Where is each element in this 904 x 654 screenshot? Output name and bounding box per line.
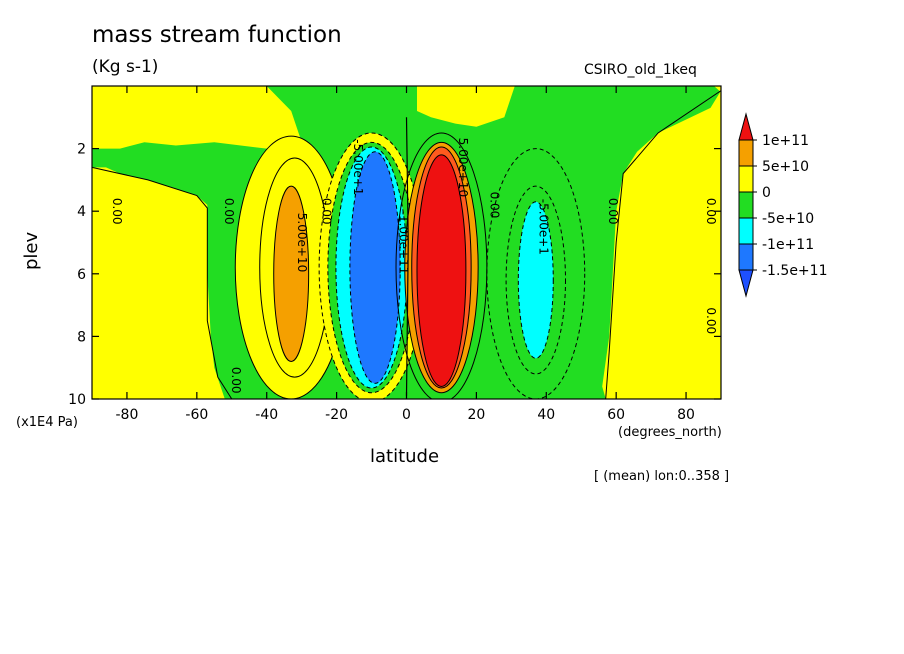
colorbar-segment <box>738 217 754 245</box>
x-axis-label: latitude <box>370 446 440 467</box>
x-tick-label: -60 <box>185 407 208 423</box>
band-yellow-upper-center <box>417 86 515 127</box>
band-yellow-upper-south <box>92 86 302 149</box>
contour-label: -5.00e+1 <box>536 199 550 255</box>
contour-label: 0.00 <box>229 367 243 394</box>
colorbar-label: 5e+10 <box>762 159 809 175</box>
contour-label: 0.00 <box>487 192 501 219</box>
contour-zero-north-outer <box>605 90 721 399</box>
contour-label: 0.00 <box>110 198 124 225</box>
x-tick-label: 20 <box>467 407 485 423</box>
x-tick-label: -20 <box>325 407 348 423</box>
x-tick-label: 40 <box>537 407 555 423</box>
colorbar-label: -5e+10 <box>762 211 814 227</box>
colorbar-segment <box>738 139 754 167</box>
colorbar-top-triangle <box>738 112 754 141</box>
y-axis: 2 4 6 8 10 <box>68 142 721 408</box>
x-tick-label: 60 <box>607 407 625 423</box>
chart-title: mass stream function <box>92 22 342 48</box>
colorbar-label: 1e+11 <box>762 133 809 149</box>
colorbar-segment <box>738 191 754 219</box>
colorbar-label: -1.5e+11 <box>762 263 827 279</box>
y-tick-label: 4 <box>77 204 86 220</box>
contour-label: 0.00 <box>320 198 334 225</box>
contour-label: 0.00 <box>222 198 236 225</box>
contour-label: -1.00e+11 <box>397 211 411 275</box>
footer-note: [ (mean) lon:0..358 ] <box>594 469 730 484</box>
band-cyan-north-cell <box>517 201 554 359</box>
contour-label: -5.00e+1 <box>351 139 365 195</box>
colorbar-segment <box>738 165 754 193</box>
band-blue-south-hadley <box>349 151 401 384</box>
colorbar-segment <box>738 243 754 271</box>
colorbar-label: 0 <box>762 185 771 201</box>
band-yellow-upper-north <box>714 86 721 93</box>
contour-zero-south-outer <box>92 166 233 399</box>
band-orange-south-cell <box>273 185 310 362</box>
y-tick-label: 10 <box>68 392 86 408</box>
dataset-label: CSIRO_old_1keq <box>584 62 697 78</box>
x-unit-note: (degrees_north) <box>618 425 722 440</box>
plot-area <box>92 86 721 399</box>
colorbar: 1e+11 5e+10 0 -5e+10 -1e+11 -1.5e+11 <box>738 112 827 298</box>
y-tick-label: 2 <box>77 142 86 158</box>
y-unit-note: (x1E4 Pa) <box>16 415 78 430</box>
colorbar-bottom-triangle <box>738 269 754 298</box>
x-tick-label: 0 <box>402 407 411 423</box>
contour-outer-north-hadley <box>395 132 488 399</box>
contour-label: 0.00 <box>606 198 620 225</box>
x-axis: -80 -60 -40 -20 0 20 40 60 80 <box>116 86 695 423</box>
x-tick-label: 80 <box>677 407 695 423</box>
contour-dashed-inner-north-cell <box>505 185 566 375</box>
contour-labels: 0.00 0.00 5.00e+10 0.00 -5.00e+1 -1.00e+11 5.0… <box>110 138 718 394</box>
contour-label: 5.00e+10 <box>456 138 470 197</box>
contour-label: 5.00e+10 <box>295 213 309 272</box>
chart-units: (Kg s-1) <box>92 57 159 77</box>
x-tick-label: -80 <box>116 407 139 423</box>
y-tick-label: 8 <box>77 329 86 345</box>
band-red-north-hadley <box>416 154 467 387</box>
contour-label: 0.00 <box>704 307 718 334</box>
contour-label: 0.00 <box>704 198 718 225</box>
colorbar-label: -1e+11 <box>762 237 814 253</box>
contour-zero-equator <box>405 117 409 396</box>
y-tick-label: 6 <box>77 267 86 283</box>
x-tick-label: -40 <box>255 407 278 423</box>
